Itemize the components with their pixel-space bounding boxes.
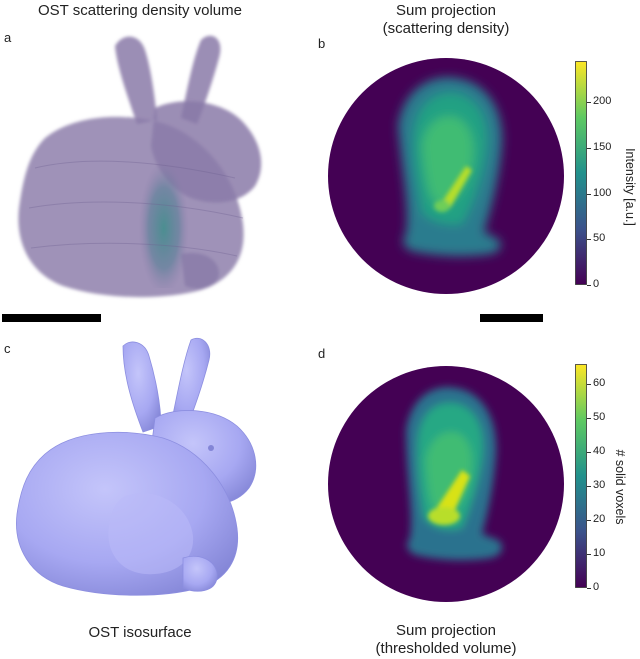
colorbar-tick-label: 0 bbox=[593, 581, 600, 593]
panel-d-title-line1: Sum projection bbox=[395, 622, 497, 639]
panel-letter-a: a bbox=[4, 30, 12, 45]
colorbar-tick-mark bbox=[587, 147, 591, 149]
colorbar-tick-label: 40 bbox=[593, 445, 606, 458]
colorbar-d-label: # solid voxels bbox=[613, 449, 627, 525]
colorbar-b bbox=[575, 61, 587, 285]
projection-disc-d bbox=[328, 366, 564, 602]
colorbar-tick-mark bbox=[587, 452, 591, 454]
colorbar-tick-label: 0 bbox=[593, 278, 600, 290]
bunny-volume-render bbox=[18, 35, 262, 298]
colorbar-tick-mark bbox=[587, 102, 591, 104]
panel-c-title: OST isosurface bbox=[88, 624, 192, 641]
colorbar-tick-label: 20 bbox=[593, 513, 606, 526]
colorbar-tick-label: 30 bbox=[593, 479, 606, 492]
panel-a-title: OST scattering density volume bbox=[38, 2, 242, 19]
panel-letter-c: c bbox=[4, 341, 11, 356]
panel-d-title-line2: (thresholded volume) bbox=[375, 640, 517, 657]
panel-b-title-line2: (scattering density) bbox=[382, 20, 510, 37]
bunny-isosurface bbox=[16, 337, 257, 596]
colorbar-tick-label: 100 bbox=[593, 186, 612, 199]
colorbar-tick-mark bbox=[587, 239, 591, 241]
colorbar-tick-mark bbox=[587, 193, 591, 195]
colorbar-tick-mark bbox=[587, 384, 591, 386]
colorbar-tick-mark bbox=[587, 486, 591, 488]
colorbar-tick-mark bbox=[587, 588, 591, 589]
colorbar-tick-label: 50 bbox=[593, 232, 606, 245]
scale-bar-a bbox=[2, 314, 101, 322]
colorbar-tick-label: 60 bbox=[593, 377, 606, 390]
colorbar-d bbox=[575, 364, 587, 588]
colorbar-tick-mark bbox=[587, 285, 591, 286]
scale-bar-b bbox=[480, 314, 543, 322]
colorbar-tick-label: 150 bbox=[593, 140, 612, 153]
colorbar-tick-mark bbox=[587, 520, 591, 522]
panel-letter-d: d bbox=[318, 346, 326, 361]
colorbar-tick-mark bbox=[587, 554, 591, 556]
colorbar-tick-label: 50 bbox=[593, 411, 606, 424]
colorbar-tick-label: 200 bbox=[593, 95, 612, 108]
projection-disc-b bbox=[328, 58, 564, 294]
colorbar-tick-label: 10 bbox=[593, 547, 606, 560]
panel-letter-b: b bbox=[318, 36, 326, 51]
panel-b-title-line1: Sum projection bbox=[395, 2, 497, 19]
colorbar-b-label: Intensity [a.u.] bbox=[623, 148, 637, 226]
colorbar-tick-mark bbox=[587, 418, 591, 420]
